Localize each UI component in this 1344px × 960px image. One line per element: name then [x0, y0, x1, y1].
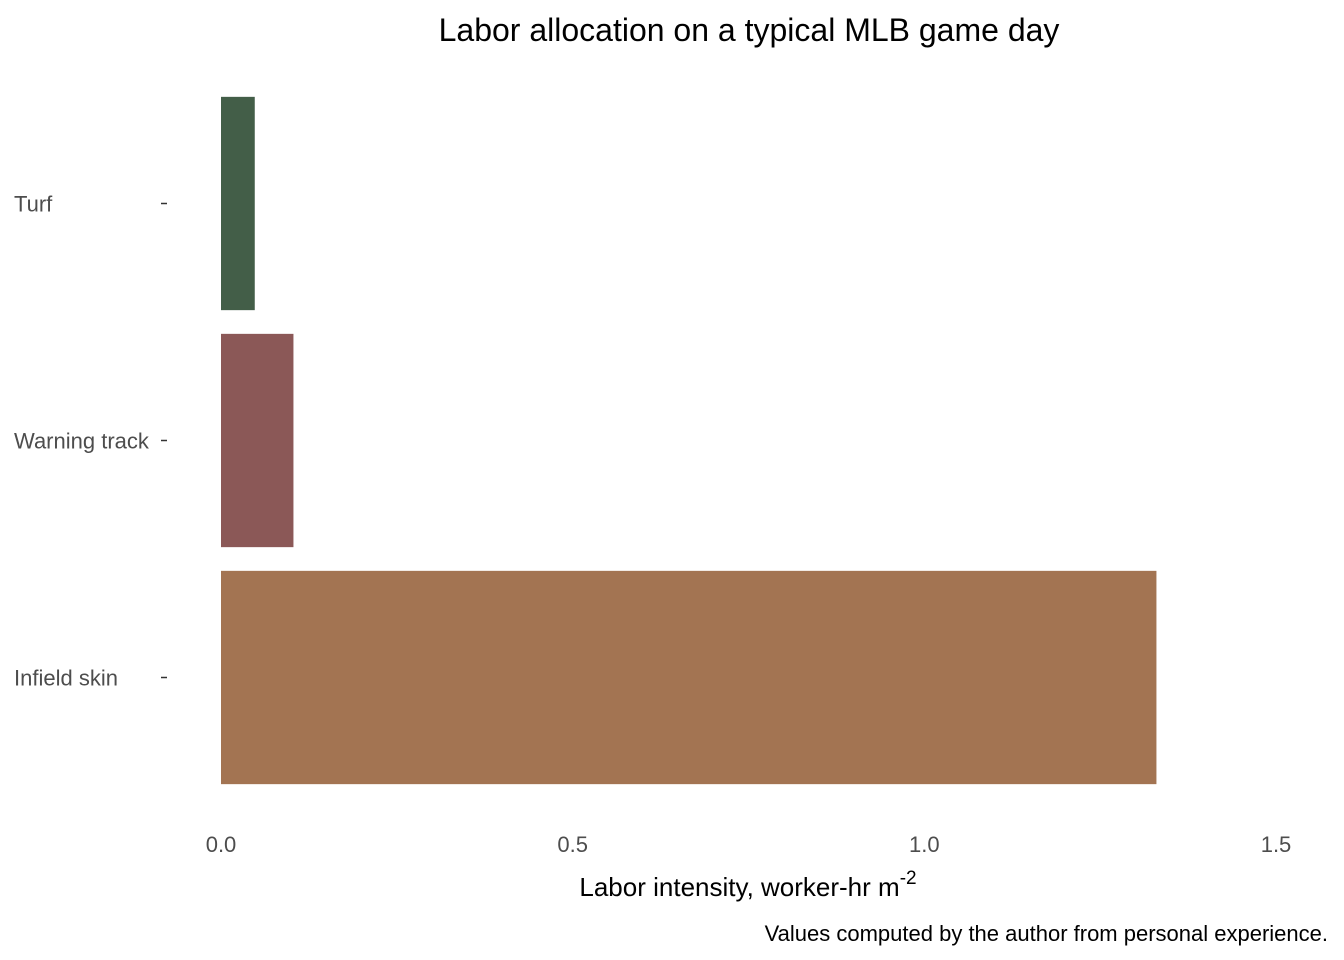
bar-infield-skin — [221, 570, 1157, 785]
x-axis: 0.0 0.5 1.0 1.5 — [206, 832, 1292, 857]
y-tick-label: Warning track — [14, 429, 150, 454]
y-tick-label: Turf — [14, 192, 53, 217]
x-tick-label: 0.0 — [206, 832, 237, 857]
y-axis: Turf Warning track Infield skin — [14, 192, 167, 691]
x-tick-label: 1.0 — [909, 832, 940, 857]
x-tick-label: 0.5 — [557, 832, 588, 857]
x-axis-title-superscript: -2 — [900, 868, 917, 889]
x-axis-title: Labor intensity, worker-hr m-2 — [579, 868, 916, 902]
bar-warning-track — [221, 333, 294, 548]
bars-group — [221, 96, 1157, 785]
y-tick-label: Infield skin — [14, 666, 118, 691]
chart-caption: Values computed by the author from perso… — [765, 921, 1328, 946]
bar-turf — [221, 96, 255, 311]
x-tick-label: 1.5 — [1261, 832, 1292, 857]
chart-title: Labor allocation on a typical MLB game d… — [439, 12, 1060, 48]
